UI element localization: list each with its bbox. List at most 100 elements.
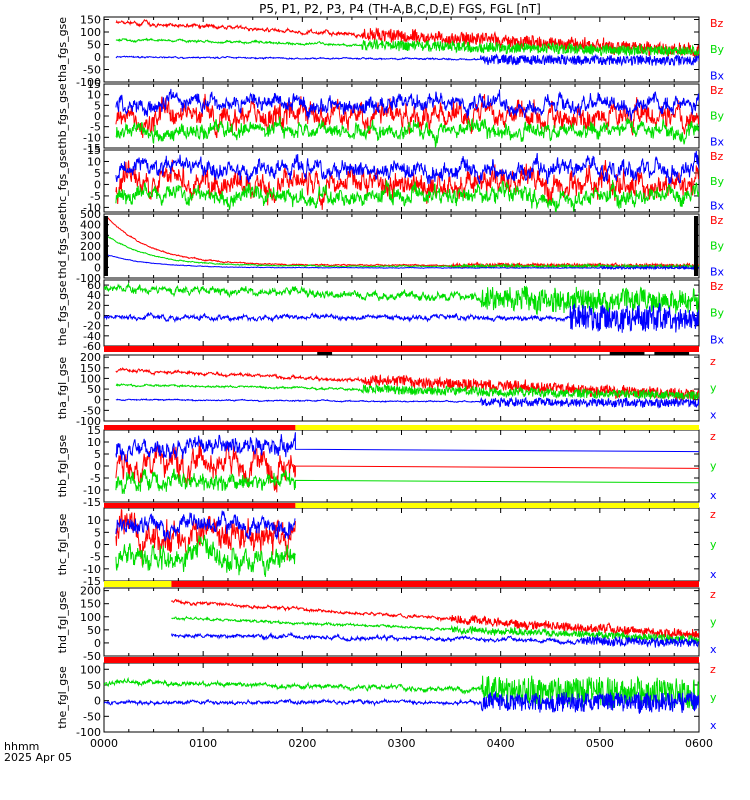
y-tick-label: 50 <box>87 624 101 637</box>
y-tick-label: -15 <box>83 142 101 155</box>
fill-edge-left <box>104 216 108 276</box>
x-tick-label: 0300 <box>388 737 416 750</box>
legend-Bz: Bz <box>710 17 724 30</box>
y-tick-label: 60 <box>87 279 101 292</box>
legend-y: y <box>710 538 717 551</box>
y-tick-label: 5 <box>94 167 101 180</box>
series-y <box>171 615 699 644</box>
mode-bar-mark <box>654 352 690 355</box>
legend-x: x <box>710 489 717 502</box>
y-tick-label: 100 <box>80 372 101 385</box>
legend-x: x <box>710 643 717 656</box>
legend-z: z <box>710 430 716 443</box>
y-tick-label: 200 <box>80 240 101 253</box>
y-tick-label: -15 <box>83 575 101 588</box>
y-tick-label: 150 <box>80 362 101 375</box>
legend-By: By <box>710 43 725 56</box>
y-tick-label: 200 <box>80 351 101 364</box>
traces <box>115 88 699 148</box>
series-z <box>115 442 699 493</box>
y-tick-label: 20 <box>87 299 101 312</box>
y-tick-label: 0 <box>94 460 101 473</box>
series-x <box>170 631 699 648</box>
footer-hhmm-label: hhmm <box>4 740 39 753</box>
mode-bar-segment <box>104 346 699 352</box>
y-axis-title: thd_fgs_gse <box>56 213 69 279</box>
y-tick-label: -100 <box>76 272 101 285</box>
series-y <box>115 468 699 494</box>
legend-y: y <box>710 382 717 395</box>
mode-bar <box>104 425 699 430</box>
mode-bar-mark <box>609 352 645 355</box>
y-axis-title: tha_fgl_gse <box>56 357 69 420</box>
series-x <box>115 396 699 409</box>
legend-By: By <box>710 110 725 123</box>
y-tick-label: 500 <box>80 208 101 221</box>
y-tick-label: -50 <box>83 64 101 77</box>
y-tick-label: -60 <box>83 340 101 353</box>
y-tick-label: 0 <box>94 539 101 552</box>
series-Bx <box>115 53 699 67</box>
legend-x: x <box>710 568 717 581</box>
y-tick-label: 0 <box>94 261 101 274</box>
legend-y: y <box>710 691 717 704</box>
y-axis-title: the_fgs_gse <box>56 280 69 345</box>
series-x <box>115 432 699 463</box>
y-tick-label: -10 <box>83 131 101 144</box>
y-tick-label: 0 <box>94 695 101 708</box>
y-tick-label: -100 <box>76 726 101 739</box>
y-tick-label: -15 <box>83 496 101 509</box>
time-axis: 0000 0100 0200 0300 0400 0500 0600 <box>90 737 713 750</box>
series-By <box>115 116 699 148</box>
y-tick-label: -40 <box>83 330 101 343</box>
y-tick-label: -100 <box>76 415 101 428</box>
legend-By: By <box>710 240 725 253</box>
y-tick-label: 100 <box>80 611 101 624</box>
y-tick-label: 200 <box>80 585 101 598</box>
legend-By: By <box>710 175 725 188</box>
y-tick-label: 5 <box>94 99 101 112</box>
legend-x: x <box>710 719 717 732</box>
x-tick-label: 0600 <box>685 737 713 750</box>
series-By <box>115 37 699 58</box>
x-tick-label: 0500 <box>586 737 614 750</box>
y-tick-label: -10 <box>83 563 101 576</box>
legend-z: z <box>710 355 716 368</box>
mode-bar-segment <box>171 581 699 587</box>
y-tick-label: 50 <box>87 39 101 52</box>
y-tick-label: 0 <box>94 310 101 323</box>
y-tick-label: 0 <box>94 178 101 191</box>
x-tick-label: 0100 <box>189 737 217 750</box>
y-tick-label: -20 <box>83 320 101 333</box>
series-By <box>105 234 699 270</box>
series-x <box>104 691 699 714</box>
panel-frame <box>103 587 700 657</box>
legend-Bx: Bx <box>710 200 725 213</box>
traces <box>104 281 699 333</box>
y-tick-label: 100 <box>80 663 101 676</box>
mode-bar <box>104 581 699 587</box>
y-tick-label: -5 <box>90 472 101 485</box>
series-x <box>115 510 296 542</box>
legend-Bx: Bx <box>710 69 725 82</box>
traces <box>170 598 699 648</box>
y-axis-title: tha_fgs_gse <box>56 17 69 82</box>
y-tick-label: 0 <box>94 637 101 650</box>
series-y <box>115 534 296 577</box>
legend-Bz: Bz <box>710 150 724 163</box>
series-Bx <box>105 254 699 271</box>
traces <box>115 19 699 67</box>
y-axis-title: thc_fgs_gse <box>56 149 69 214</box>
legend-z: z <box>710 663 716 676</box>
y-tick-label: 15 <box>87 144 101 157</box>
legend-Bz: Bz <box>710 280 724 293</box>
y-tick-label: 10 <box>87 89 101 102</box>
